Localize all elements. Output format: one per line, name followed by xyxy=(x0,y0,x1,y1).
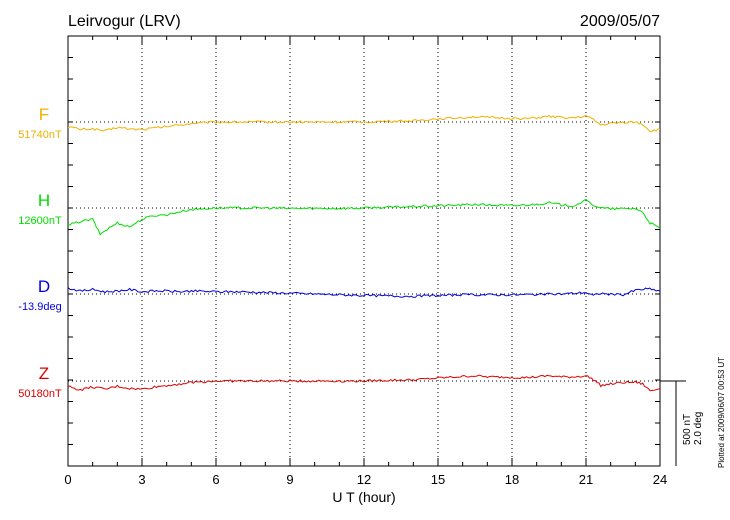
grid-lines xyxy=(141,36,587,466)
series-labels: F 51740nT H 12600nT D -13.9deg Z 50180nT xyxy=(18,105,62,400)
date-label: 2009/05/07 xyxy=(580,13,660,30)
series-line-f xyxy=(67,114,661,133)
series-baseline-label-h: 12600nT xyxy=(18,215,62,227)
x-tick-label: 6 xyxy=(212,472,219,487)
series-lines xyxy=(67,114,661,392)
plotted-note: Plotted at 2009/06/07 00:53 UT xyxy=(717,357,726,468)
series-name-z: Z xyxy=(39,364,49,383)
scale-bar-nt: 500 nT xyxy=(682,414,693,445)
x-tick-label: 12 xyxy=(357,472,371,487)
series-line-h xyxy=(67,198,661,236)
x-tick-label: 18 xyxy=(505,472,519,487)
series-line-d xyxy=(67,287,661,298)
x-tick-label: 21 xyxy=(579,472,593,487)
station-title: Leirvogur (LRV) xyxy=(68,13,181,30)
series-name-f: F xyxy=(39,105,49,124)
x-tick-label: 3 xyxy=(138,472,145,487)
scale-bar-deg: 2.0 deg xyxy=(693,412,704,445)
x-tick-label: 0 xyxy=(64,472,71,487)
series-baseline-label-z: 50180nT xyxy=(18,388,62,400)
series-line-z xyxy=(67,374,661,392)
series-name-h: H xyxy=(38,191,50,210)
x-tick-labels: 0 3 6 9 12 15 18 21 24 xyxy=(64,472,667,487)
axis-ticks xyxy=(67,36,661,466)
x-tick-label: 24 xyxy=(653,472,667,487)
x-tick-label: 15 xyxy=(431,472,445,487)
series-baseline-label-f: 51740nT xyxy=(18,129,62,141)
series-name-d: D xyxy=(38,277,50,296)
x-tick-label: 9 xyxy=(286,472,293,487)
x-axis-label: U T (hour) xyxy=(332,489,395,505)
series-baseline-label-d: -13.9deg xyxy=(18,301,61,313)
